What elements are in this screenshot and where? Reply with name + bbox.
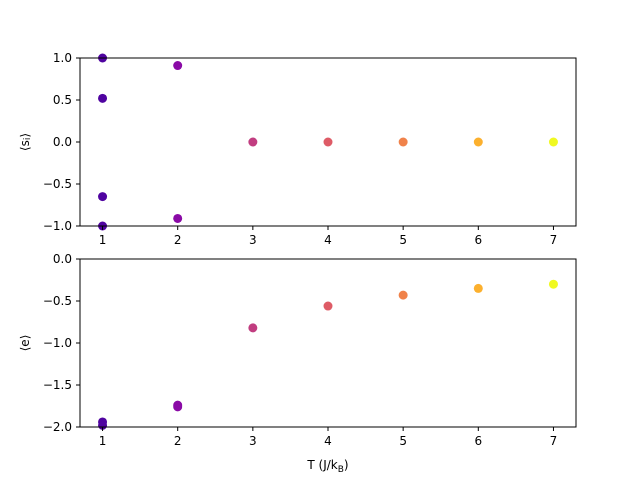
spin-data-point: [173, 61, 183, 71]
energy-y-tick-label: −0.5: [43, 294, 72, 308]
energy-data-point: [548, 279, 558, 289]
spin-y-tick-label: 0.5: [53, 93, 72, 107]
spin-x-tick-label: 2: [174, 233, 182, 247]
spin-y-tick-label: 1.0: [53, 51, 72, 65]
spin-x-ticks: 1 2 3 4 5 6 7: [99, 226, 558, 247]
energy-data-point: [248, 323, 258, 333]
spin-data-point: [248, 137, 258, 147]
energy-y-tick-label: 0.0: [53, 252, 72, 266]
energy-data-point: [473, 283, 483, 293]
energy-panel: 1 2 3 4 5 6 7 −2.0 −1.5 −1.0 −0.5 0.0 ⟨e⟩ T (J/kB): [18, 252, 577, 475]
spin-y-tick-label: −1.0: [43, 219, 72, 233]
energy-data-point: [98, 420, 108, 430]
energy-y-axis-label: ⟨e⟩: [18, 335, 32, 352]
spin-data-point: [323, 137, 333, 147]
spin-x-tick-label: 1: [99, 233, 107, 247]
energy-x-tick-label: 1: [99, 434, 107, 448]
spin-x-tick-label: 7: [550, 233, 558, 247]
energy-x-tick-label: 5: [399, 434, 407, 448]
spin-data-point: [548, 137, 558, 147]
energy-x-tick-label: 2: [174, 434, 182, 448]
spin-magnetization-panel: 1 2 3 4 5 6 7 −1.0 −0.5 0.0 0.5 1.0 ⟨si⟩: [18, 51, 577, 247]
energy-x-tick-label: 4: [324, 434, 332, 448]
energy-y-ticks: −2.0 −1.5 −1.0 −0.5 0.0: [43, 252, 80, 434]
spin-data-point: [98, 93, 108, 103]
x-axis-label: T (J/kB): [306, 458, 348, 475]
energy-data-point: [323, 301, 333, 311]
energy-y-tick-label: −2.0: [43, 420, 72, 434]
energy-y-tick-label: −1.5: [43, 378, 72, 392]
energy-data-point: [398, 290, 408, 300]
spin-data-point: [173, 213, 183, 223]
spin-x-tick-label: 6: [474, 233, 482, 247]
spin-data-point: [398, 137, 408, 147]
spin-data-point: [98, 192, 108, 202]
energy-x-ticks: 1 2 3 4 5 6 7: [99, 427, 558, 448]
energy-y-tick-label: −1.0: [43, 336, 72, 350]
spin-x-tick-label: 5: [399, 233, 407, 247]
energy-points: [98, 279, 558, 430]
energy-data-point: [173, 402, 183, 412]
spin-y-axis-label: ⟨si⟩: [18, 133, 33, 151]
spin-y-tick-label: 0.0: [53, 135, 72, 149]
energy-x-tick-label: 3: [249, 434, 257, 448]
spin-x-tick-label: 3: [249, 233, 257, 247]
spin-data-point: [473, 137, 483, 147]
energy-x-tick-label: 7: [550, 434, 558, 448]
spin-x-tick-label: 4: [324, 233, 332, 247]
energy-x-tick-label: 6: [474, 434, 482, 448]
spin-y-tick-label: −0.5: [43, 177, 72, 191]
spin-y-ticks: −1.0 −0.5 0.0 0.5 1.0: [43, 51, 80, 233]
